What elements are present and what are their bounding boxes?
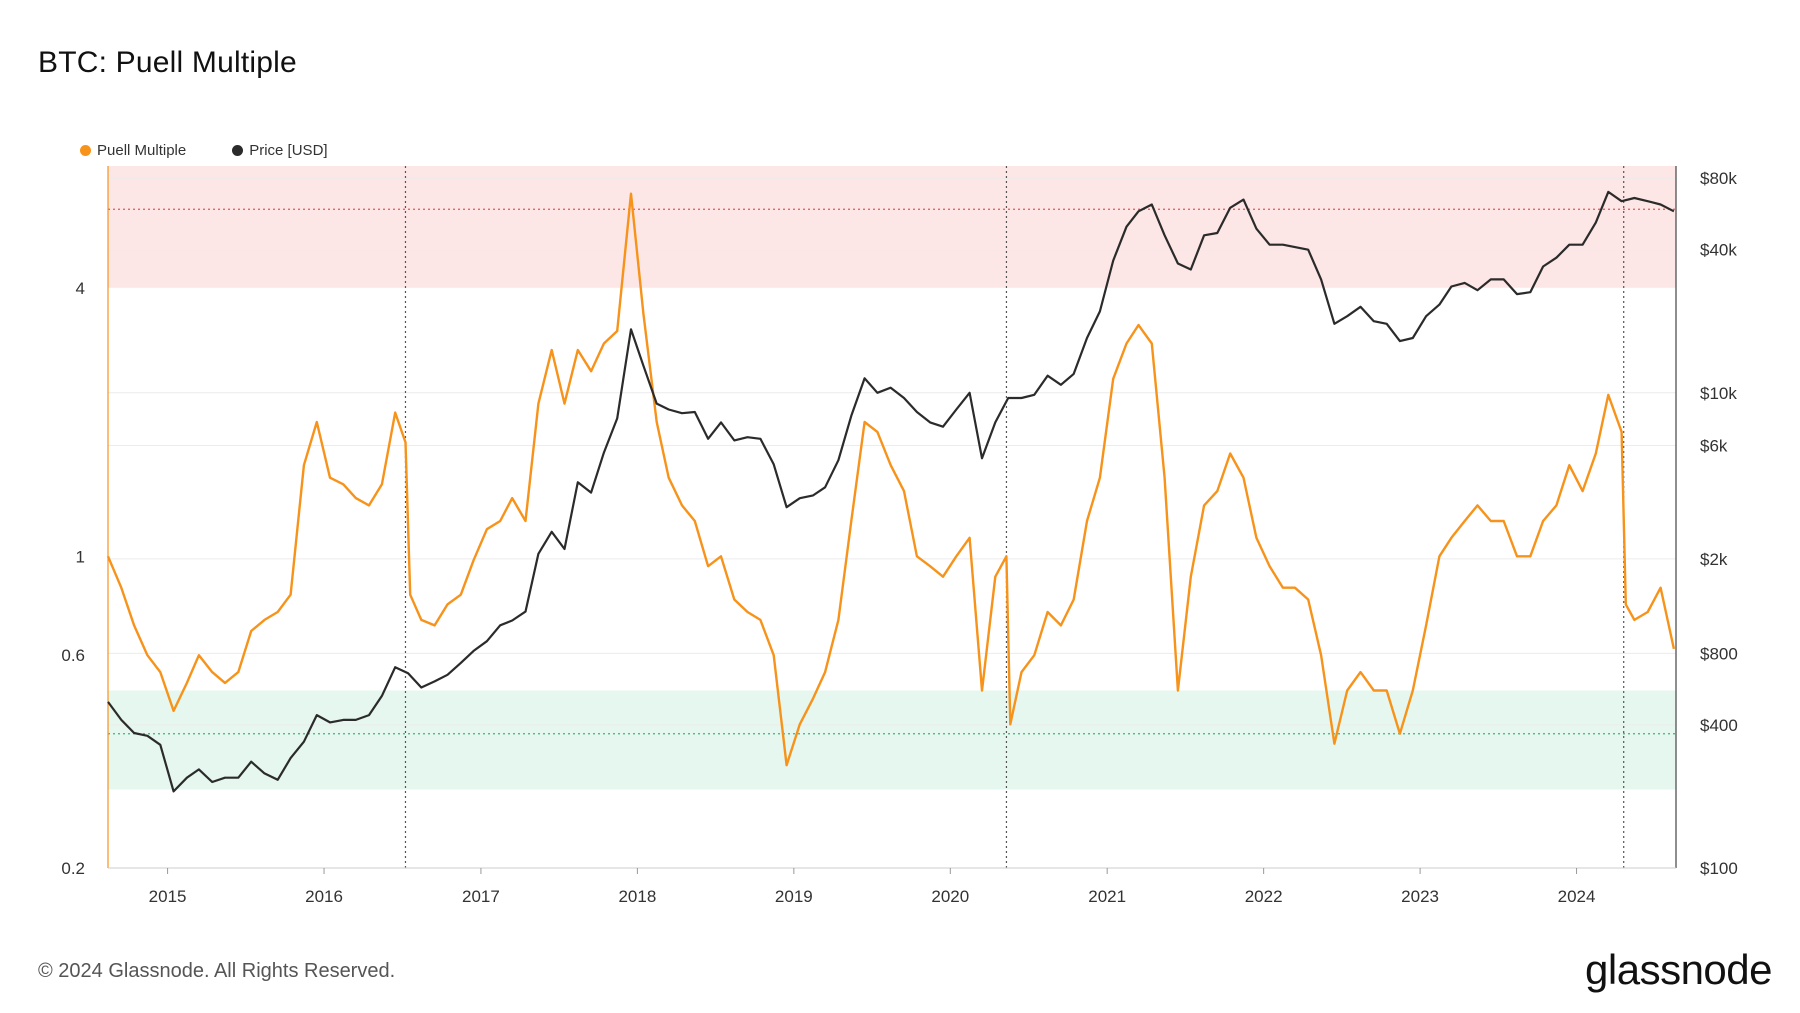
x-tick-label-2: 2017 [462, 887, 500, 906]
right-tick-label-4: $6k [1700, 436, 1728, 455]
x-tick-label-7: 2022 [1245, 887, 1283, 906]
x-tick-label-9: 2024 [1558, 887, 1596, 906]
series-line-price [107, 190, 1675, 793]
overvalued-zone [108, 166, 1676, 288]
left-tick-label-0: 0.2 [61, 859, 85, 878]
x-tick-label-0: 2015 [149, 887, 187, 906]
legend-item-puell[interactable]: Puell Multiple [80, 142, 186, 159]
x-tick-label-5: 2020 [931, 887, 969, 906]
x-tick-label-6: 2021 [1088, 887, 1126, 906]
legend-label-price: Price [USD] [249, 142, 328, 159]
left-tick-label-1: 0.6 [61, 646, 85, 665]
chart-title: BTC: Puell Multiple [38, 46, 297, 79]
right-tick-label-5: $10k [1700, 384, 1737, 403]
legend-dot-price [232, 145, 244, 156]
legend-label-puell: Puell Multiple [97, 142, 187, 159]
legend-dot-puell [80, 145, 91, 156]
copyright-text: © 2024 Glassnode. All Rights Reserved. [38, 960, 396, 982]
right-tick-label-7: $80k [1700, 169, 1737, 188]
undervalued-zone [108, 690, 1676, 790]
x-tick-label-3: 2018 [618, 887, 656, 906]
series-line-puell [106, 192, 1676, 767]
right-tick-label-0: $100 [1700, 859, 1738, 878]
right-tick-label-3: $2k [1700, 550, 1728, 569]
right-tick-label-1: $400 [1700, 716, 1738, 735]
legend: Puell Multiple Price [USD] [80, 142, 328, 159]
left-tick-label-2: 1 [76, 547, 85, 566]
x-tick-label-4: 2019 [775, 887, 813, 906]
x-tick-label-1: 2016 [305, 887, 343, 906]
x-tick-label-8: 2023 [1401, 887, 1439, 906]
legend-item-price[interactable]: Price [USD] [232, 142, 328, 159]
glassnode-logo: glassnode [1585, 946, 1772, 993]
right-tick-label-2: $800 [1700, 644, 1738, 663]
right-tick-label-6: $40k [1700, 241, 1737, 260]
left-tick-label-3: 4 [76, 279, 85, 298]
